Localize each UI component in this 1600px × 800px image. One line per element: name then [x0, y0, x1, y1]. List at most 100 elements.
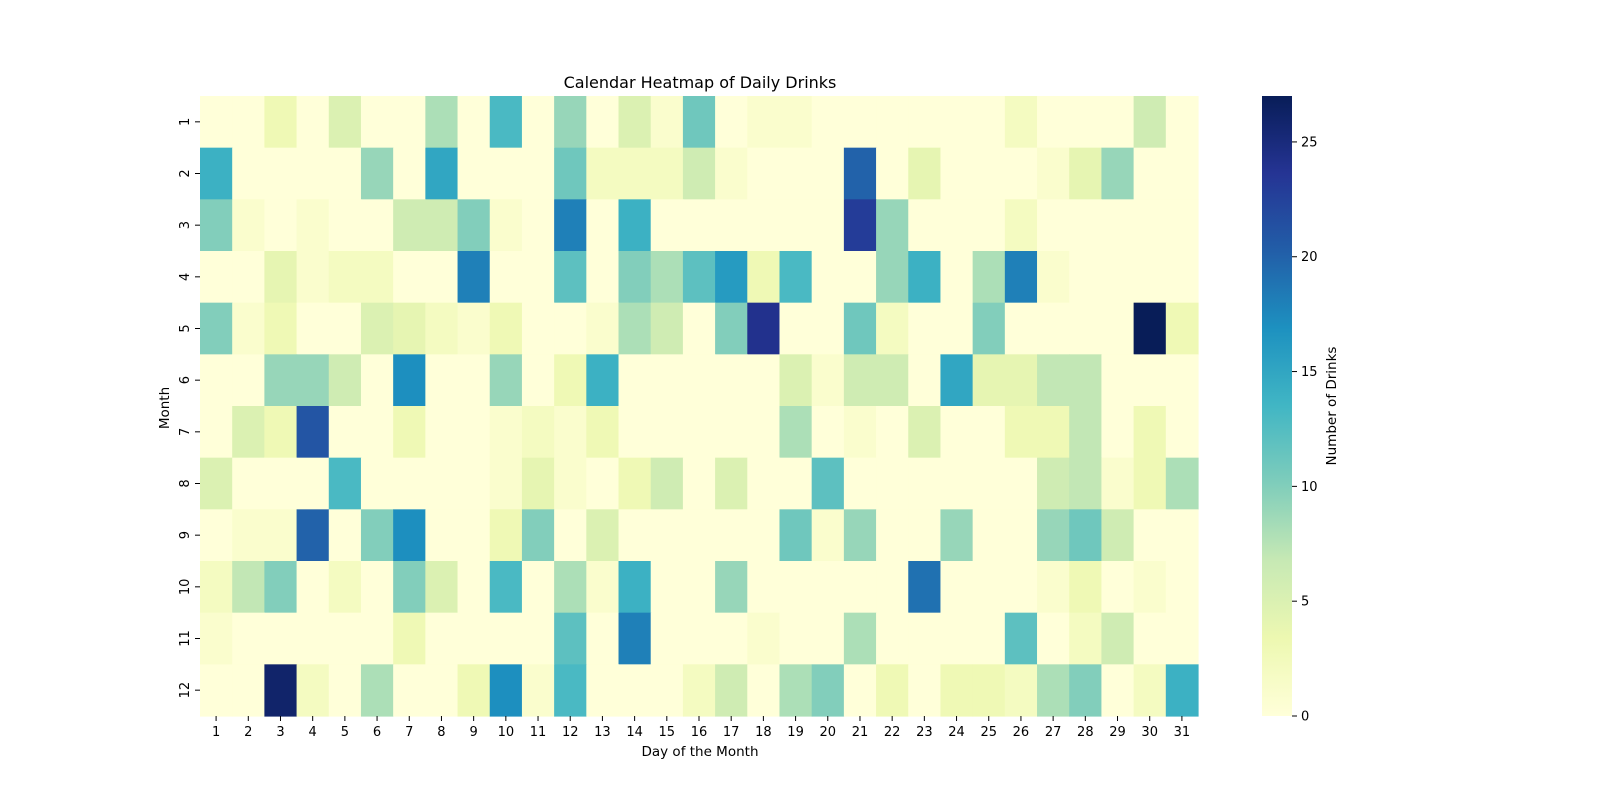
- heatmap-cell: [843, 457, 877, 510]
- heatmap-cell: [296, 406, 330, 459]
- heatmap-cell: [554, 457, 587, 510]
- heatmap-cell: [393, 457, 426, 510]
- heatmap-cell: [715, 147, 748, 200]
- heatmap-cell: [232, 302, 265, 355]
- heatmap-cell: [811, 96, 845, 149]
- heatmap-cell: [650, 509, 684, 562]
- heatmap-cell: [360, 302, 394, 355]
- heatmap-cell: [1165, 664, 1199, 717]
- heatmap-cell: [264, 147, 298, 200]
- heatmap-cell: [908, 612, 942, 665]
- heatmap-cell: [360, 199, 394, 252]
- heatmap-cell: [1004, 406, 1038, 459]
- x-tick-label: 17: [723, 725, 740, 740]
- colorbar-ticks: 0 5 10 15 20 25: [1292, 135, 1318, 725]
- heatmap-cell: [715, 664, 748, 717]
- heatmap-cell: [200, 302, 233, 355]
- heatmap-cell: [232, 354, 265, 407]
- y-tick-label: 1: [178, 118, 193, 126]
- heatmap-cell: [682, 251, 716, 304]
- heatmap-cell: [521, 457, 555, 510]
- heatmap-cell: [489, 664, 523, 717]
- heatmap-cell: [328, 251, 362, 304]
- heatmap-cell: [457, 457, 491, 510]
- heatmap-cell: [1101, 509, 1135, 562]
- heatmap-cell: [200, 406, 233, 459]
- y-tick-label: 3: [178, 221, 193, 229]
- heatmap-cell: [264, 302, 298, 355]
- heatmap-cell: [489, 96, 523, 149]
- heatmap-cell: [1165, 509, 1199, 562]
- colorbar-tick-label: 0: [1301, 710, 1309, 725]
- heatmap-cell: [1069, 354, 1103, 407]
- heatmap-cell: [554, 561, 587, 614]
- heatmap-cell: [360, 251, 394, 304]
- heatmap-cell: [489, 509, 523, 562]
- heatmap-cell: [779, 302, 813, 355]
- heatmap-cell: [682, 457, 716, 510]
- heatmap-cell: [940, 561, 974, 614]
- heatmap-cell: [940, 664, 974, 717]
- heatmap-cell: [586, 302, 620, 355]
- heatmap-cell: [393, 354, 426, 407]
- colorbar-label: Number of Drinks: [1324, 347, 1340, 466]
- heatmap-cell: [682, 199, 716, 252]
- heatmap-cell: [425, 199, 459, 252]
- heatmap-cell: [1037, 199, 1070, 252]
- heatmap-cell: [200, 354, 233, 407]
- heatmap-cell: [200, 199, 233, 252]
- x-tick-label: 7: [405, 725, 413, 740]
- heatmap-cell: [1037, 664, 1070, 717]
- heatmap-cell: [296, 457, 330, 510]
- heatmap-cell: [393, 302, 426, 355]
- heatmap-cell: [200, 251, 233, 304]
- heatmap-cell: [1101, 251, 1135, 304]
- y-axis-label: Month: [157, 387, 173, 429]
- x-tick-label: 9: [470, 725, 478, 740]
- heatmap-cell: [554, 354, 587, 407]
- x-tick-label: 8: [437, 725, 445, 740]
- x-tick-label: 26: [1013, 725, 1030, 740]
- heatmap-cell: [586, 509, 620, 562]
- heatmap-cell: [811, 251, 845, 304]
- heatmap-cell: [1133, 509, 1167, 562]
- heatmap-cell: [1165, 561, 1199, 614]
- heatmap-cell: [843, 199, 877, 252]
- heatmap-cell: [650, 199, 684, 252]
- heatmap-cell: [521, 302, 555, 355]
- y-tick-label: 7: [178, 428, 193, 436]
- heatmap-cell: [682, 96, 716, 149]
- heatmap-cell: [393, 147, 426, 200]
- heatmap-cell: [940, 509, 974, 562]
- heatmap-cell: [264, 199, 298, 252]
- y-tick-label: 8: [178, 479, 193, 487]
- heatmap-cell: [264, 561, 298, 614]
- heatmap-cell: [1133, 612, 1167, 665]
- heatmap-cell: [876, 354, 909, 407]
- heatmap-cell: [264, 354, 298, 407]
- heatmap-cell: [1037, 457, 1070, 510]
- heatmap-cell: [811, 664, 845, 717]
- heatmap-cell: [393, 406, 426, 459]
- heatmap-cell: [940, 147, 974, 200]
- heatmap-cell: [1101, 199, 1135, 252]
- heatmap-cell: [1133, 354, 1167, 407]
- x-axis-ticks: 1 2 3 4 5 6 7 8 9 10 11 12 13 14 15 16 17 18 19 20 21 22 23 24 2…: [212, 716, 1190, 740]
- heatmap-cell: [715, 96, 748, 149]
- heatmap-cell: [489, 406, 523, 459]
- heatmap-cell: [232, 457, 265, 510]
- heatmap-cell: [586, 147, 620, 200]
- heatmap-cell: [1101, 457, 1135, 510]
- heatmap-cell: [876, 561, 909, 614]
- heatmap-cell: [457, 406, 491, 459]
- heatmap-cell: [1069, 147, 1103, 200]
- heatmap-cell: [682, 354, 716, 407]
- x-tick-label: 22: [884, 725, 901, 740]
- heatmap-cell: [843, 96, 877, 149]
- heatmap-cell: [1037, 96, 1070, 149]
- heatmap-cell: [200, 612, 233, 665]
- heatmap-cell: [1004, 561, 1038, 614]
- heatmap-cell: [843, 509, 877, 562]
- heatmap-cell: [876, 96, 909, 149]
